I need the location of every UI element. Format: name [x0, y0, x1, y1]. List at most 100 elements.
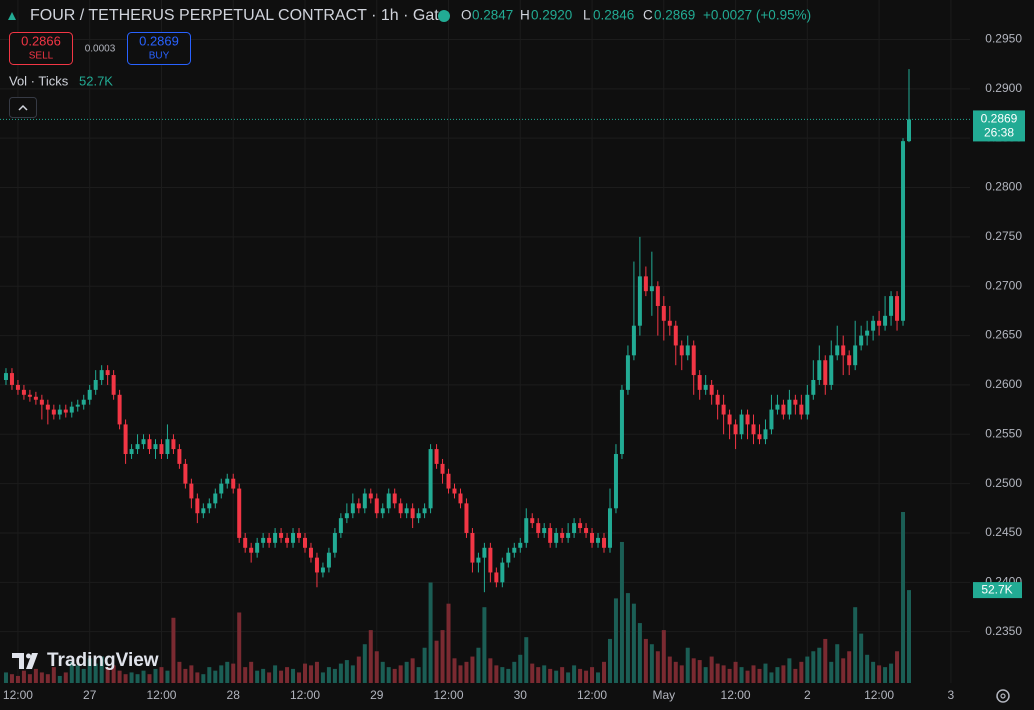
- candle-body: [602, 537, 607, 548]
- x-tick-label: 12:00: [3, 688, 33, 702]
- candle-body: [344, 513, 349, 519]
- ohlc-key: H: [520, 8, 530, 23]
- ohlc-value: 0.2846: [593, 8, 634, 23]
- candle-body: [285, 537, 290, 543]
- collapse-button[interactable]: [9, 97, 37, 118]
- candle-body: [231, 478, 236, 489]
- candle-body: [500, 562, 505, 583]
- volume-bar: [769, 672, 774, 683]
- logo-dot: [26, 653, 31, 659]
- candle-body: [524, 518, 529, 543]
- volume-bar: [99, 656, 104, 683]
- candle-body: [297, 532, 302, 538]
- volume-bar: [39, 672, 44, 683]
- branding: TradingView: [47, 650, 159, 671]
- buy-price: 0.2869: [139, 33, 179, 48]
- candle-body: [631, 325, 636, 356]
- candle-body: [895, 296, 900, 321]
- volume-bar: [613, 598, 618, 683]
- volume-bar: [273, 665, 278, 683]
- candle-body: [213, 493, 218, 504]
- x-tick-label: 2: [804, 688, 811, 702]
- volume-bar: [398, 665, 403, 683]
- buy-button[interactable]: [127, 32, 191, 65]
- candle-body: [380, 508, 385, 514]
- x-tick-label: 12:00: [290, 688, 320, 702]
- sell-label: SELL: [29, 51, 54, 62]
- volume-bar: [177, 661, 182, 683]
- volume-bar: [649, 644, 654, 683]
- candle-body: [249, 547, 254, 553]
- volume-bar: [847, 651, 852, 683]
- volume-bar: [536, 667, 541, 683]
- volume-bar: [721, 665, 726, 683]
- candle-body: [769, 409, 774, 430]
- candle-body: [243, 537, 248, 548]
- settings-icon[interactable]: [996, 689, 1010, 703]
- volume-bar: [506, 668, 511, 683]
- candle-body: [847, 355, 852, 366]
- candle-body: [793, 399, 798, 405]
- candle-body: [727, 414, 732, 425]
- candle-layer: [3, 69, 912, 593]
- candle-body: [775, 404, 780, 410]
- candle-body: [3, 373, 8, 380]
- candle-body: [398, 503, 403, 514]
- volume-bar: [817, 647, 822, 683]
- volume-bar: [57, 675, 62, 683]
- candle-body: [817, 360, 822, 380]
- volume-bar: [584, 670, 589, 683]
- volume-legend-value: 52.7K: [79, 73, 113, 88]
- candle-body: [368, 493, 373, 499]
- candle-body: [901, 141, 906, 321]
- candle-body: [883, 315, 888, 326]
- volume-bar: [763, 663, 768, 683]
- candle-body: [201, 508, 206, 514]
- volume-bar: [793, 668, 798, 683]
- volume-bar: [123, 674, 128, 683]
- ohlc-key: L: [583, 8, 591, 23]
- volume-bar: [255, 670, 260, 683]
- volume-bar: [590, 667, 595, 683]
- candle-body: [596, 537, 601, 543]
- candle-body: [625, 355, 630, 390]
- candle-body: [554, 532, 559, 543]
- volume-bar: [434, 640, 439, 683]
- volume-bar: [159, 667, 164, 683]
- sell-button[interactable]: [9, 32, 73, 65]
- volume-bar: [213, 670, 218, 683]
- volume-bar: [111, 665, 116, 683]
- volume-bar: [237, 612, 242, 683]
- candle-body: [302, 537, 307, 548]
- candle-body: [476, 557, 481, 563]
- volume-bar: [631, 603, 636, 683]
- candle-body: [446, 473, 451, 489]
- candle-body: [195, 498, 200, 514]
- candle-body: [877, 320, 882, 326]
- candle-body: [607, 508, 612, 548]
- volume-bar: [883, 667, 888, 683]
- volume-bar: [201, 674, 206, 683]
- candle-body: [332, 532, 337, 553]
- candle-body: [679, 345, 684, 356]
- volume-bar: [482, 607, 487, 683]
- volume-bar: [500, 667, 505, 683]
- candle-body: [715, 394, 720, 405]
- candle-body: [291, 532, 296, 543]
- candle-body: [458, 493, 463, 504]
- volume-bar: [799, 661, 804, 683]
- candle-body: [338, 518, 343, 533]
- volume-bar: [907, 590, 912, 683]
- y-tick-label: 0.2950: [985, 32, 1022, 46]
- y-tick-label: 0.2900: [985, 81, 1022, 95]
- volume-bar: [171, 617, 176, 683]
- candle-body: [386, 493, 391, 509]
- volume-bar: [267, 672, 272, 683]
- candle-body: [326, 552, 331, 568]
- settings-icon-center: [1000, 693, 1006, 699]
- candle-body: [823, 360, 828, 385]
- candle-body: [267, 537, 272, 543]
- y-tick-label: 0.2650: [985, 328, 1022, 342]
